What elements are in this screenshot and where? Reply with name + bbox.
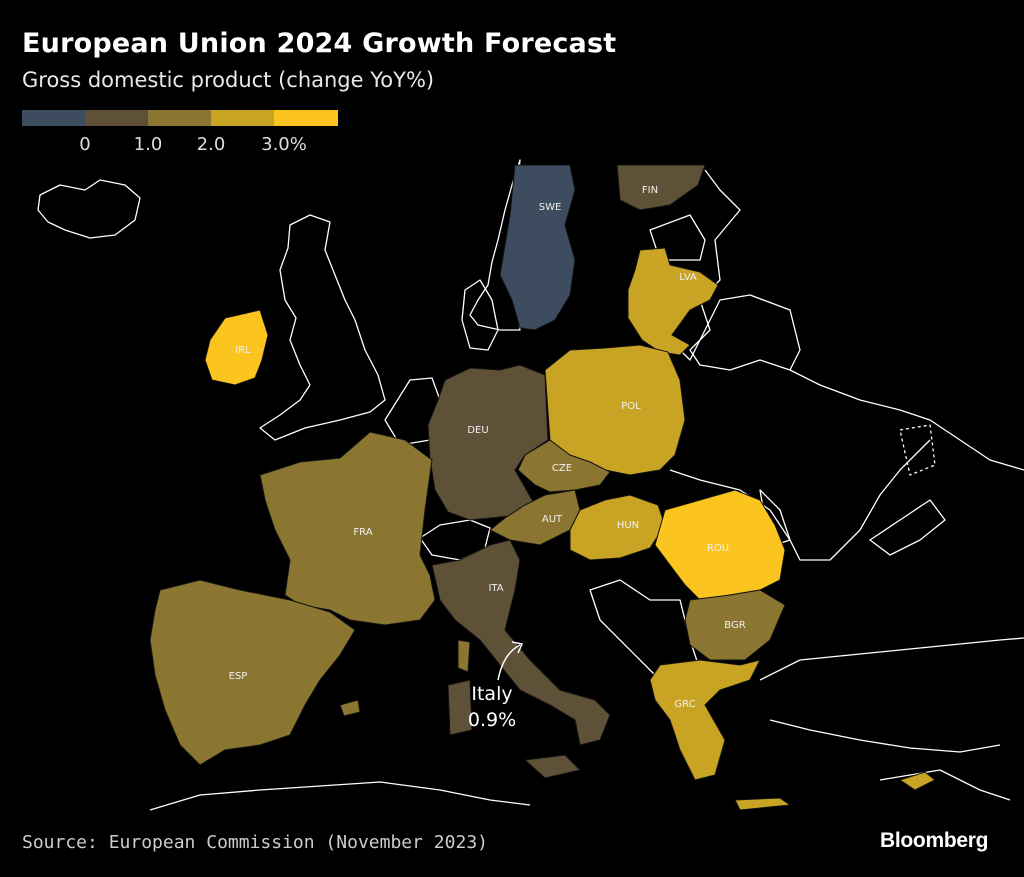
label-LVA: LVA bbox=[679, 272, 697, 283]
label-HUN: HUN bbox=[617, 520, 639, 531]
switzerland-outline bbox=[419, 519, 491, 561]
chart-subtitle: Gross domestic product (change YoY%) bbox=[22, 68, 435, 92]
island-corsica bbox=[457, 639, 471, 673]
country-ESP bbox=[149, 579, 356, 766]
legend-bin-3 bbox=[148, 110, 211, 126]
legend-tick-2: 2.0 bbox=[196, 134, 226, 155]
chart-title: European Union 2024 Growth Forecast bbox=[22, 28, 617, 59]
country-labels: SWE FIN LVA IRL DEU POL CZE AUT HUN FRA … bbox=[229, 185, 746, 710]
country-CZE bbox=[517, 439, 611, 493]
country-IRL bbox=[204, 309, 269, 386]
legend-bin-1 bbox=[22, 110, 85, 126]
annotation-value: 0.9% bbox=[468, 709, 516, 731]
north-africa-coast bbox=[149, 769, 1011, 811]
denmark-outline bbox=[461, 279, 499, 351]
turkey-outline bbox=[759, 637, 1024, 753]
color-legend: 0 1.0 2.0 3.0% bbox=[22, 110, 342, 155]
country-ITA bbox=[431, 539, 611, 779]
iceland-outline bbox=[37, 179, 141, 239]
belarus-border bbox=[674, 294, 801, 371]
island-cyprus bbox=[898, 771, 936, 791]
annotation-arrowhead bbox=[511, 641, 524, 654]
label-GRC: GRC bbox=[674, 699, 695, 710]
country-FIN bbox=[616, 164, 706, 211]
country-BGR bbox=[684, 589, 786, 661]
annotation-country: Italy bbox=[471, 683, 512, 705]
label-IRL: IRL bbox=[235, 345, 251, 356]
legend-bin-5 bbox=[274, 110, 338, 126]
label-DEU: DEU bbox=[467, 425, 488, 436]
source-note: Source: European Commission (November 20… bbox=[22, 832, 488, 853]
country-SWE bbox=[499, 164, 576, 331]
eastern-borders bbox=[689, 169, 1024, 471]
label-SWE: SWE bbox=[539, 202, 562, 213]
label-ITA: ITA bbox=[488, 583, 503, 594]
legend-tick-0: 0 bbox=[79, 134, 91, 155]
label-POL: POL bbox=[621, 401, 641, 412]
country-ROU bbox=[654, 489, 786, 601]
label-ROU: ROU bbox=[707, 543, 729, 554]
label-AUT: AUT bbox=[542, 514, 563, 525]
eu-countries bbox=[149, 164, 936, 811]
crimea-outline bbox=[869, 499, 946, 556]
label-FRA: FRA bbox=[353, 527, 372, 538]
non-eu-outlines bbox=[37, 159, 1024, 811]
legend-tick-1: 1.0 bbox=[133, 134, 163, 155]
label-FIN: FIN bbox=[642, 185, 658, 196]
italy-annotation: Italy 0.9% bbox=[468, 641, 524, 731]
disputed-area bbox=[899, 424, 936, 476]
legend-bin-4 bbox=[211, 110, 274, 126]
label-ESP: ESP bbox=[229, 671, 248, 682]
island-balearic bbox=[339, 699, 361, 717]
label-CZE: CZE bbox=[552, 463, 572, 474]
label-BGR: BGR bbox=[724, 620, 745, 631]
bloomberg-logo: Bloomberg bbox=[880, 829, 989, 852]
legend-tick-3: 3.0% bbox=[261, 134, 307, 155]
country-LVA bbox=[627, 247, 719, 356]
country-GRC bbox=[649, 659, 792, 811]
ukraine-border bbox=[669, 439, 931, 561]
country-HUN bbox=[569, 494, 666, 561]
island-sardinia bbox=[447, 679, 473, 736]
country-DEU bbox=[427, 364, 549, 521]
legend-bin-2 bbox=[85, 110, 148, 126]
great-britain-outline bbox=[259, 214, 386, 441]
country-FRA bbox=[259, 431, 436, 626]
annotation-arrow bbox=[497, 644, 521, 681]
